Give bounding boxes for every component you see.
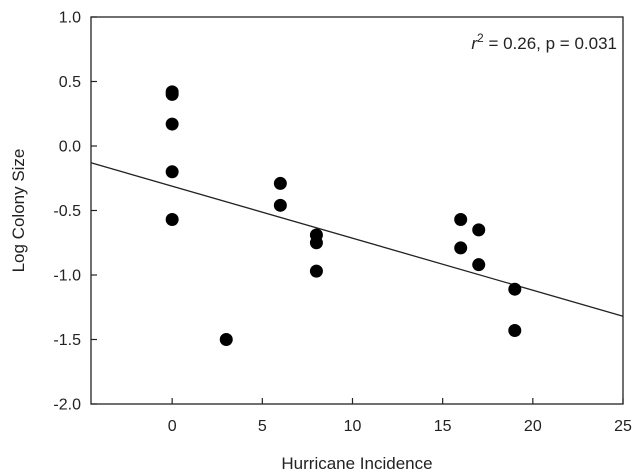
data-point <box>273 198 287 212</box>
annotation-stats: = 0.26, p = 0.031 <box>484 34 617 53</box>
x-tick-label: 20 <box>524 418 542 435</box>
regression-annotation: r2 = 0.26, p = 0.031 <box>471 31 617 53</box>
data-point <box>309 264 323 278</box>
x-tick-label: 0 <box>168 418 177 435</box>
data-points <box>165 85 522 346</box>
plot-frame <box>90 16 624 405</box>
x-tick-label: 10 <box>344 418 362 435</box>
r-exponent: 2 <box>477 31 484 45</box>
y-tick-label: 0.0 <box>59 139 81 156</box>
data-point <box>165 165 179 179</box>
y-axis-title: Log Colony Size <box>9 149 28 273</box>
r-symbol: r <box>471 34 478 53</box>
data-point <box>165 213 179 227</box>
y-tick-label: -0.5 <box>53 203 81 220</box>
data-point <box>165 117 179 131</box>
y-tick-label: -2.0 <box>53 397 81 414</box>
data-point <box>309 236 323 250</box>
data-point <box>273 176 287 190</box>
data-point <box>165 87 179 101</box>
x-tick-label: 15 <box>434 418 452 435</box>
data-point <box>472 258 486 272</box>
x-tick-label: 25 <box>614 418 632 435</box>
data-point <box>508 323 522 337</box>
x-axis-title: Hurricane Incidence <box>281 454 432 473</box>
plot-area <box>90 16 624 405</box>
data-point <box>454 213 468 227</box>
x-axis: 0 5 10 15 20 25 <box>168 398 632 435</box>
regression-line <box>90 162 624 317</box>
y-axis: -2.0 -1.5 -1.0 -0.5 0.0 0.5 1.0 <box>53 10 97 414</box>
data-point <box>508 282 522 296</box>
x-tick-label: 5 <box>258 418 267 435</box>
data-point <box>472 223 486 237</box>
data-point <box>454 241 468 255</box>
y-tick-label: -1.5 <box>53 332 81 349</box>
y-tick-label: 0.5 <box>59 74 81 91</box>
data-point <box>219 333 233 346</box>
y-tick-label: -1.0 <box>53 268 81 285</box>
y-tick-label: 1.0 <box>59 10 81 27</box>
